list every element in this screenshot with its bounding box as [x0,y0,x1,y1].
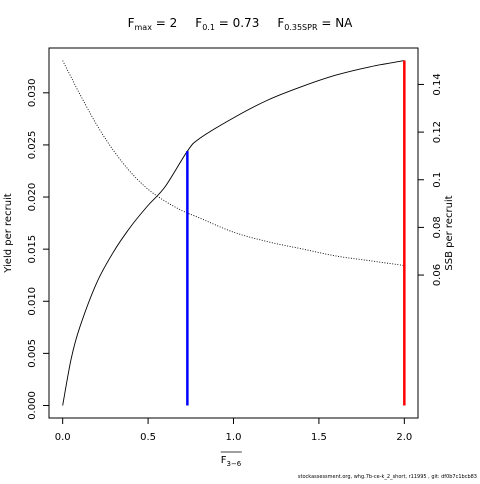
ssb-per-recruit-curve [62,60,405,266]
footer-text: stockassessment.org, whg.7b-ce-k_2_short… [298,474,477,480]
yield-per-recruit-curve [62,60,405,406]
y-axis-left-tick-label: 0.020 [27,183,38,212]
axes: 0.0 0.5 1.0 1.5 2.0 0.000 0.005 0.010 0.015 0.020… [27,73,443,443]
x-axis-tick-label: 0.5 [140,432,156,443]
x-axis-tick-label: 0.0 [55,432,71,443]
y-axis-left-tick-label: 0.000 [27,391,38,420]
x-axis-tick-label: 1.5 [311,432,327,443]
title-symbol: F [128,16,135,30]
x-axis-label-symbol: F [221,455,227,466]
y-axis-right-tick-label: 0.14 [432,73,443,95]
title-value: = 2 [152,16,177,30]
y-axis-left-label: Yield per recruit [3,193,14,274]
x-axis-label: F3−6 [221,455,242,468]
y-axis-right-tick-label: 0.1 [432,172,443,188]
title-value: = 0.73 [215,16,259,30]
y-axis-right-tick-label: 0.12 [432,121,443,143]
y-axis-left-tick-label: 0.010 [27,287,38,316]
plot-frame [48,47,419,419]
y-axis-right-tick-label: 0.08 [432,216,443,238]
chart-title: Fmax = 2 F0.1 = 0.73 F0.35SPR = NA [128,16,354,32]
title-subscript: max [135,23,153,32]
y-axis-left-tick-label: 0.015 [27,235,38,264]
y-axis-left-tick-label: 0.005 [27,339,38,368]
x-axis-label-subscript: 3−6 [226,460,241,468]
title-value: = NA [318,16,354,30]
title-subscript: 0.1 [202,23,215,32]
x-axis-tick-label: 1.0 [226,432,242,443]
y-axis-right-tick-label: 0.06 [432,264,443,286]
y-axis-left-tick-label: 0.030 [27,78,38,107]
y-axis-right-label: SSB per recruit [444,195,455,270]
title-subscript: 0.35SPR [284,23,318,32]
title-symbol: F [277,16,284,30]
plot-area [62,60,406,406]
x-axis-tick-label: 2.0 [396,432,412,443]
y-axis-left-tick-label: 0.025 [27,131,38,160]
title-symbol: F [195,16,202,30]
